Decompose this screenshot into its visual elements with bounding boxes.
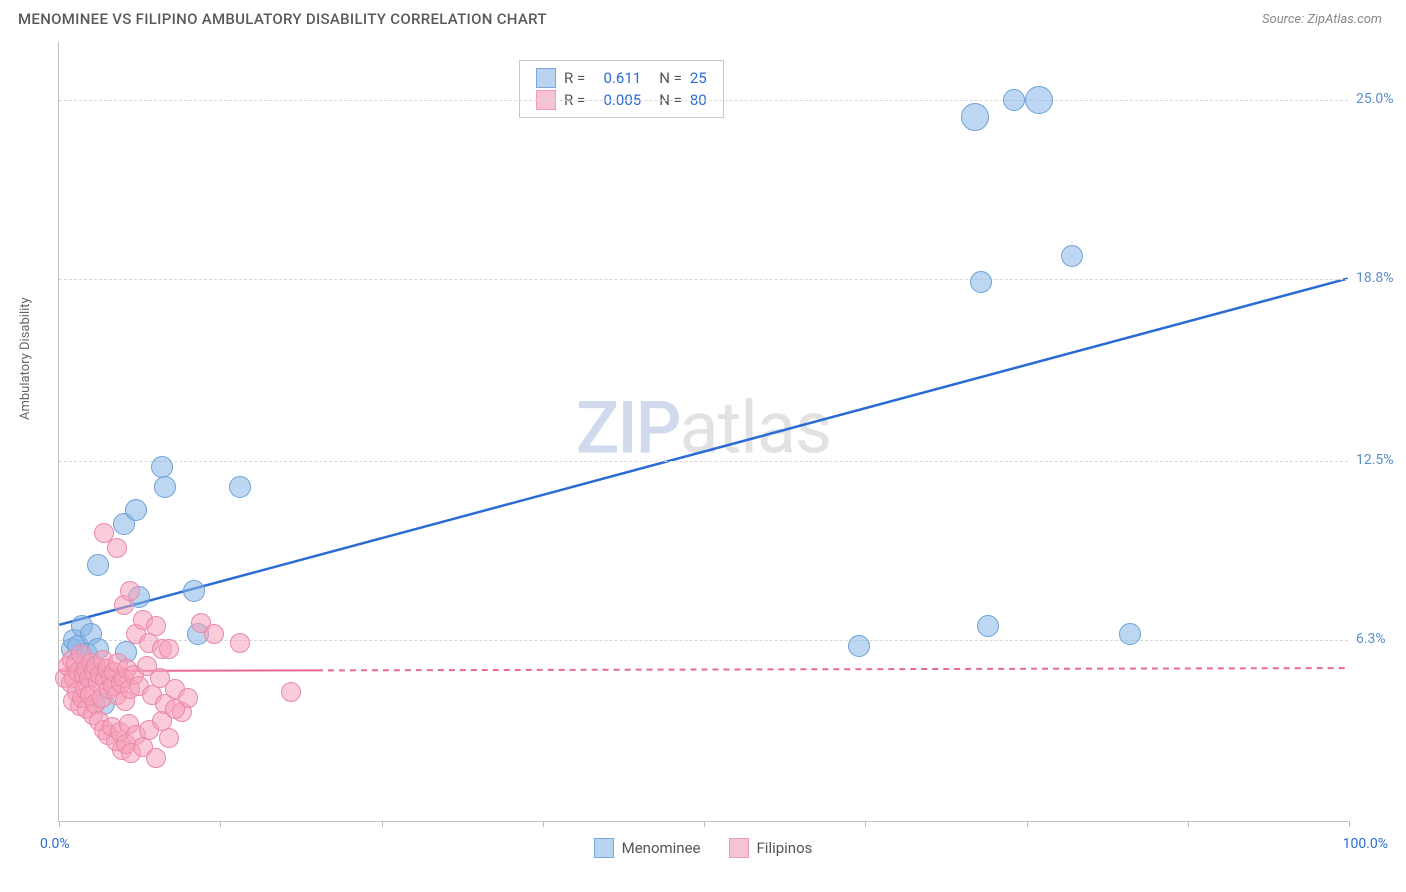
x-tick <box>543 821 544 827</box>
x-tick <box>1349 821 1350 827</box>
data-point <box>1025 86 1053 114</box>
stat-n-value: 25 <box>690 67 707 89</box>
data-point <box>1061 245 1083 267</box>
data-point <box>159 728 179 748</box>
data-point <box>107 538 127 558</box>
legend-item: Filipinos <box>729 838 813 858</box>
stat-r-value: 0.611 <box>593 67 641 89</box>
x-tick <box>220 821 221 827</box>
source-attribution: Source: ZipAtlas.com <box>1262 12 1382 27</box>
data-point <box>159 639 179 659</box>
stat-legend-row: R = 0.611 N = 25 <box>536 67 707 89</box>
data-point <box>1003 89 1025 111</box>
y-tick-label: 12.5% <box>1356 452 1394 468</box>
legend-swatch <box>594 838 614 858</box>
gridline <box>59 640 1348 641</box>
data-point <box>230 633 250 653</box>
x-tick <box>1188 821 1189 827</box>
legend-item: Menominee <box>594 838 701 858</box>
y-tick-label: 6.3% <box>1356 631 1386 647</box>
chart-title: MENOMINEE VS FILIPINO AMBULATORY DISABIL… <box>18 10 547 28</box>
x-tick <box>382 821 383 827</box>
data-point <box>229 476 251 498</box>
legend-swatch <box>729 838 749 858</box>
chart-header: MENOMINEE VS FILIPINO AMBULATORY DISABIL… <box>0 0 1406 34</box>
data-point <box>204 624 224 644</box>
y-axis-label: Ambulatory Disability <box>18 297 33 420</box>
x-tick <box>1027 821 1028 827</box>
data-point <box>154 476 176 498</box>
gridline <box>59 279 1348 280</box>
stat-r-label: R = <box>564 67 585 89</box>
data-point <box>977 615 999 637</box>
x-tick <box>704 821 705 827</box>
scatter-chart: ZIPatlas R =0.611N =25R =0.005N =80 <box>58 42 1348 822</box>
data-point <box>146 748 166 768</box>
data-point <box>848 635 870 657</box>
watermark: ZIPatlas <box>576 385 831 470</box>
data-point <box>281 682 301 702</box>
watermark-part2: atlas <box>680 385 832 470</box>
trend-lines-layer <box>59 42 1348 821</box>
legend-swatch <box>536 68 556 88</box>
gridline <box>59 461 1348 462</box>
series-legend: Menominee Filipinos <box>0 838 1406 858</box>
trend-line <box>59 279 1347 625</box>
data-point <box>120 581 140 601</box>
correlation-stats-legend: R =0.611N =25R =0.005N =80 <box>519 60 724 118</box>
stat-n-label: N = <box>659 67 682 89</box>
legend-label: Filipinos <box>757 839 813 857</box>
data-point <box>151 456 173 478</box>
gridline <box>59 100 1348 101</box>
data-point <box>87 554 109 576</box>
data-point <box>961 103 989 131</box>
x-tick <box>59 821 60 827</box>
x-tick <box>865 821 866 827</box>
y-tick-label: 18.8% <box>1356 270 1394 286</box>
watermark-part1: ZIP <box>576 385 680 470</box>
data-point <box>970 271 992 293</box>
data-point <box>1119 623 1141 645</box>
data-point <box>183 580 205 602</box>
legend-label: Menominee <box>622 839 701 857</box>
data-point <box>165 699 185 719</box>
data-point <box>125 499 147 521</box>
data-point <box>146 616 166 636</box>
y-tick-label: 25.0% <box>1356 91 1394 107</box>
trend-line <box>317 668 1348 670</box>
